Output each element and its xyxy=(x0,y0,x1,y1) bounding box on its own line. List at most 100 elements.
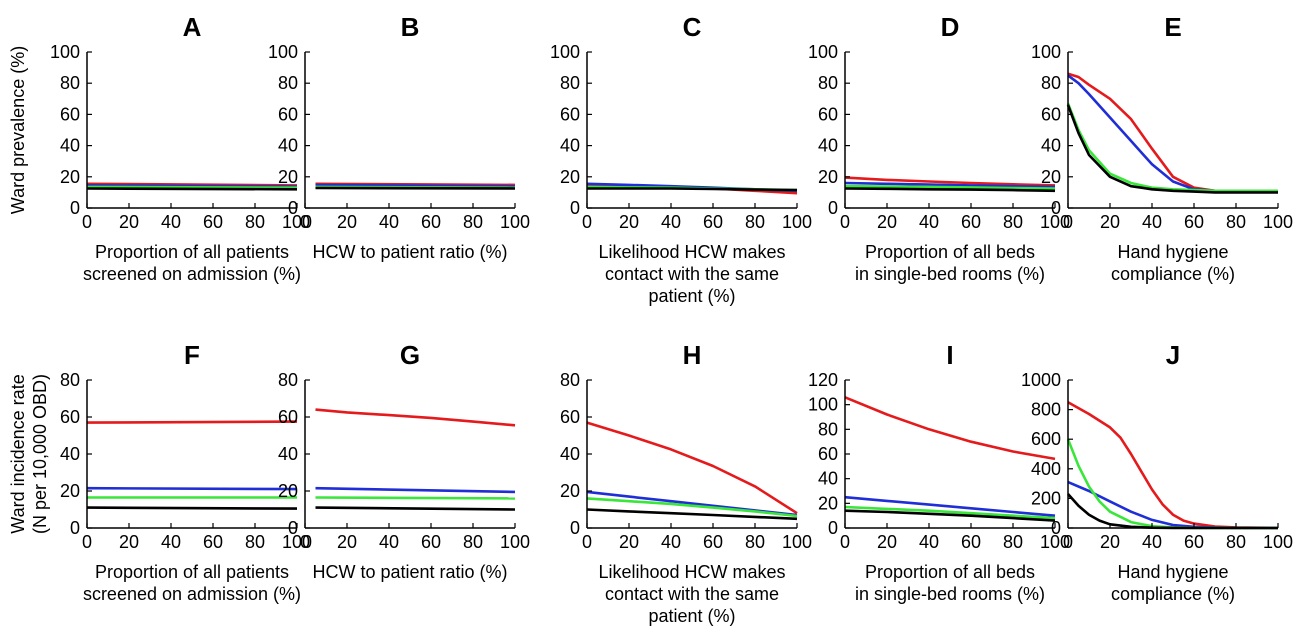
y-tick-label: 400 xyxy=(1031,459,1061,479)
panel-title: D xyxy=(941,12,960,42)
x-tick-label: 60 xyxy=(961,212,981,232)
series-line-blue xyxy=(844,495,1056,517)
y-tick-label: 100 xyxy=(1031,42,1061,62)
series-line-red xyxy=(1067,401,1279,530)
panel-title: F xyxy=(184,340,200,370)
y-tick-label: 0 xyxy=(288,198,298,218)
y-tick-label: 60 xyxy=(278,407,298,427)
y-tick-label: 40 xyxy=(818,469,838,489)
x-tick-label: 20 xyxy=(119,212,139,232)
y-tick-label: 1000 xyxy=(1021,370,1061,390)
x-axis-label: Likelihood HCW makes xyxy=(598,562,785,582)
x-tick-label: 0 xyxy=(582,532,592,552)
x-axis-label: contact with the same xyxy=(605,264,779,284)
x-tick-label: 40 xyxy=(1142,532,1162,552)
x-tick-label: 60 xyxy=(421,212,441,232)
x-tick-label: 100 xyxy=(500,212,530,232)
x-axis-label: contact with the same xyxy=(605,584,779,604)
series-line-green xyxy=(86,185,298,189)
y-tick-label: 60 xyxy=(818,444,838,464)
x-tick-label: 80 xyxy=(745,212,765,232)
panel-c: C 0 20 40 60 80 100 0 20 40 60 80 100 Likelihood HCW … xyxy=(550,12,812,306)
x-tick-label: 20 xyxy=(619,532,639,552)
x-tick-label: 80 xyxy=(1226,212,1246,232)
y-tick-label: 40 xyxy=(560,136,580,156)
x-axis-label: Likelihood HCW makes xyxy=(598,242,785,262)
series-line-green xyxy=(586,497,798,518)
y-tick-label: 60 xyxy=(60,104,80,124)
x-tick-label: 0 xyxy=(300,532,310,552)
series-line-black xyxy=(86,187,298,191)
x-axis-label: Proportion of all patients xyxy=(95,242,289,262)
series-line-black xyxy=(844,187,1056,193)
y-tick-label: 60 xyxy=(60,407,80,427)
y-tick-label: 0 xyxy=(828,198,838,218)
y-tick-label: 800 xyxy=(1031,400,1061,420)
x-tick-label: 80 xyxy=(245,212,265,232)
x-tick-label: 100 xyxy=(282,532,312,552)
y-tick-label: 40 xyxy=(560,444,580,464)
y-tick-label: 80 xyxy=(60,370,80,390)
y-tick-label: 20 xyxy=(278,167,298,187)
x-tick-label: 80 xyxy=(1003,212,1023,232)
x-axis-label: screened on admission (%) xyxy=(83,584,301,604)
x-tick-label: 100 xyxy=(1040,212,1070,232)
y-tick-label: 0 xyxy=(1051,198,1061,218)
y-tick-label: 40 xyxy=(60,136,80,156)
x-axis-label: compliance (%) xyxy=(1111,584,1235,604)
x-tick-label: 100 xyxy=(1263,532,1293,552)
y-tick-label: 40 xyxy=(278,136,298,156)
y-tick-label: 20 xyxy=(560,481,580,501)
x-tick-label: 100 xyxy=(282,212,312,232)
x-tick-label: 60 xyxy=(703,212,723,232)
series-line-black xyxy=(1067,493,1278,530)
y-tick-label: 0 xyxy=(70,518,80,538)
y-tick-label: 20 xyxy=(60,481,80,501)
x-tick-label: 40 xyxy=(1142,212,1162,232)
series-line-black xyxy=(315,186,516,190)
x-tick-label: 0 xyxy=(840,532,850,552)
x-tick-label: 60 xyxy=(203,532,223,552)
x-tick-label: 0 xyxy=(582,212,592,232)
x-tick-label: 0 xyxy=(82,212,92,232)
series-line-black xyxy=(86,506,298,510)
x-tick-label: 0 xyxy=(82,532,92,552)
x-tick-label: 40 xyxy=(661,532,681,552)
series-line-black xyxy=(587,187,798,192)
x-axis-label: HCW to patient ratio (%) xyxy=(312,562,507,582)
x-axis-label: patient (%) xyxy=(648,606,735,626)
y-tick-label: 80 xyxy=(278,73,298,93)
x-tick-label: 80 xyxy=(245,532,265,552)
y-tick-label: 60 xyxy=(560,104,580,124)
series-line-black xyxy=(844,509,1056,522)
series-line-red xyxy=(1067,72,1278,193)
series-line-red xyxy=(844,176,1056,187)
x-tick-label: 100 xyxy=(500,532,530,552)
x-tick-label: 20 xyxy=(1100,532,1120,552)
x-axis-label: HCW to patient ratio (%) xyxy=(312,242,507,262)
x-tick-label: 0 xyxy=(300,212,310,232)
series-line-black xyxy=(315,506,516,511)
series-line-green xyxy=(844,505,1056,520)
y-axis-label: (N per 10,000 OBD) xyxy=(30,374,50,534)
y-tick-label: 40 xyxy=(60,444,80,464)
x-tick-label: 100 xyxy=(782,212,812,232)
x-tick-label: 20 xyxy=(119,532,139,552)
x-tick-label: 20 xyxy=(1100,212,1120,232)
x-tick-label: 0 xyxy=(1063,212,1073,232)
y-tick-label: 100 xyxy=(268,42,298,62)
x-tick-label: 40 xyxy=(919,532,939,552)
y-tick-label: 80 xyxy=(278,370,298,390)
x-tick-label: 100 xyxy=(1040,532,1070,552)
x-tick-label: 80 xyxy=(1003,532,1023,552)
x-tick-label: 60 xyxy=(703,532,723,552)
x-tick-label: 80 xyxy=(463,212,483,232)
y-tick-label: 100 xyxy=(550,42,580,62)
